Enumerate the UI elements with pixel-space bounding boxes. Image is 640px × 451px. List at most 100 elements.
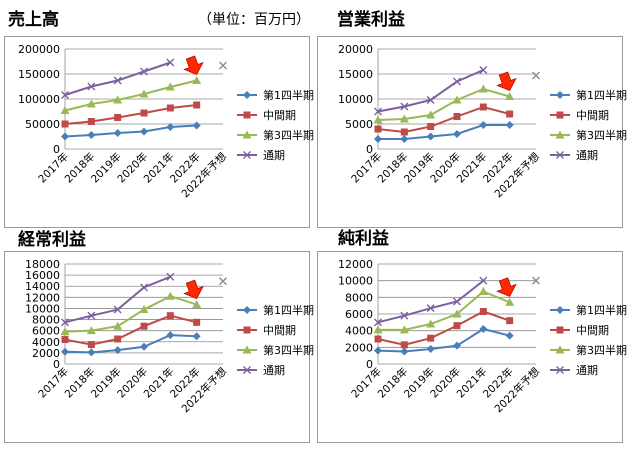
data-point-q1 <box>61 132 69 141</box>
data-point-half <box>453 113 461 120</box>
chart-svg-net-income: 0200040006000800010000120002017年2018年201… <box>338 258 627 415</box>
y-tick-label: 100000 <box>18 93 60 106</box>
data-point-half <box>140 322 148 330</box>
data-point-q3 <box>86 326 96 335</box>
data-point-q1 <box>140 342 148 351</box>
data-point-half <box>166 312 174 320</box>
data-point-full <box>166 272 175 281</box>
data-point-half <box>114 335 122 343</box>
data-point-q1 <box>374 346 382 355</box>
chart-panel-operating-profit: 0 5000 10000 15000 20000 2017年 2018年 2019年 2020年… <box>317 36 627 228</box>
y-tick-label: 12000 <box>25 291 60 304</box>
data-point-q3 <box>452 309 462 318</box>
legend-marker <box>243 306 251 314</box>
y-tick-label: 10000 <box>25 302 60 315</box>
data-point-half <box>479 308 487 315</box>
chart-svg-sales: 0500001000001500002000002017年2018年2019年2… <box>18 43 314 200</box>
y-tick-label: 0 <box>366 143 373 156</box>
data-point-q3 <box>192 300 202 309</box>
y-tick-label: 15000 <box>338 68 373 81</box>
y-tick-label: 4000 <box>345 325 373 338</box>
chart-panel-ordinary-profit: 0 2000 4000 6000 8000 10000 12000 14000 16000 180… <box>4 251 314 443</box>
series-line-half <box>64 104 197 125</box>
data-point-full <box>453 297 461 306</box>
data-point-q1 <box>113 346 122 355</box>
legend-marker <box>556 91 564 99</box>
series-line-half <box>377 105 510 134</box>
red-arrow-icon <box>183 55 204 76</box>
legend-marker <box>556 111 564 119</box>
legend-label: 通期 <box>576 149 598 162</box>
data-point-full <box>374 318 382 327</box>
chart-title-net-income: 純利益 <box>338 229 389 249</box>
data-point-full <box>426 96 435 104</box>
data-point-half <box>87 341 95 349</box>
data-point-full <box>87 311 96 320</box>
series-line-q1 <box>377 327 510 353</box>
data-point-q3 <box>505 92 515 100</box>
legend-marker <box>555 130 565 139</box>
y-tick-label: 0 <box>53 143 60 156</box>
data-point-q1 <box>140 127 148 136</box>
data-point-q1 <box>192 332 201 341</box>
data-point-half <box>61 336 69 344</box>
legend-label: 第1四半期 <box>576 303 627 317</box>
legend-label: 中間期 <box>263 109 296 122</box>
legend-marker <box>243 91 251 99</box>
legend-label: 第3四半期 <box>576 128 627 142</box>
data-point-q1 <box>192 121 201 130</box>
data-point-full <box>166 58 175 67</box>
y-tick-label: 0 <box>366 358 373 371</box>
data-point-q1 <box>479 121 488 129</box>
legend-label: 第1四半期 <box>263 303 314 317</box>
series-line-full <box>64 61 171 96</box>
series-line-q1 <box>64 124 197 138</box>
series-line-q3 <box>64 79 197 112</box>
legend-marker <box>556 306 564 314</box>
y-tick-label: 5000 <box>345 118 373 131</box>
series-line-q3 <box>378 290 511 331</box>
legend-label: 中間期 <box>576 109 609 122</box>
legend-label: 通期 <box>263 149 285 162</box>
data-point-q1 <box>453 130 461 138</box>
data-point-q1 <box>453 341 461 350</box>
data-point-full <box>61 91 69 99</box>
data-point-q1 <box>505 331 514 340</box>
chart-panel-net-income: 0 2000 4000 6000 8000 10000 12000 2017年 2018年 201… <box>317 251 627 443</box>
data-point-full <box>61 318 69 327</box>
y-tick-label: 150000 <box>18 68 60 81</box>
y-tick-label: 8000 <box>345 291 373 304</box>
data-point-half <box>374 335 382 343</box>
legend-marker <box>243 326 251 334</box>
series-line-full <box>377 69 484 113</box>
y-tick-label: 8000 <box>32 314 60 327</box>
data-point-q3 <box>86 99 96 108</box>
legend-marker <box>555 345 565 354</box>
red-arrow-icon <box>496 71 517 92</box>
y-tick-label: 0 <box>53 358 60 371</box>
data-point-q3 <box>373 115 383 124</box>
data-point-full <box>453 77 461 86</box>
chart-svg-operating-profit: 050001000015000200002017年2018年2019年2020年… <box>338 43 627 200</box>
data-point-q3 <box>478 84 488 93</box>
chart-title-operating-profit: 営業利益 <box>337 10 405 30</box>
y-tick-label: 18000 <box>25 258 60 271</box>
data-point-half <box>374 125 382 133</box>
data-point-q1 <box>479 325 488 333</box>
data-point-q3 <box>139 89 149 98</box>
data-point-q3 <box>478 287 488 295</box>
data-point-q3 <box>60 327 70 336</box>
data-point-q3 <box>452 95 462 104</box>
legend-marker <box>243 366 251 374</box>
y-tick-label: 12000 <box>338 258 373 271</box>
data-point-q3 <box>373 325 383 334</box>
data-point-q3 <box>139 305 149 314</box>
data-point-full <box>113 305 122 314</box>
chart-title-sales: 売上高 <box>8 10 59 30</box>
data-point-full <box>400 311 409 320</box>
data-point-q3 <box>165 291 175 300</box>
forecast-point <box>219 277 227 286</box>
y-tick-label: 6000 <box>345 308 373 321</box>
series-line-q1 <box>64 334 197 354</box>
y-tick-label: 20000 <box>338 43 373 56</box>
